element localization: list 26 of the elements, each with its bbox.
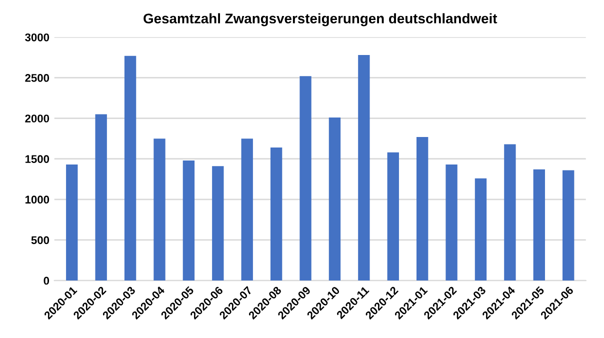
y-tick-label: 500 — [31, 236, 50, 244]
bar — [124, 56, 136, 281]
bar — [358, 55, 370, 281]
bar — [504, 144, 516, 281]
bar — [270, 148, 282, 281]
bar — [300, 76, 312, 281]
bar — [182, 160, 195, 281]
bar — [562, 170, 574, 281]
y-tick-label: 3000 — [25, 33, 50, 42]
bar — [416, 136, 428, 281]
bar — [212, 166, 224, 281]
y-tick-label: 2000 — [25, 114, 50, 122]
bar — [474, 178, 487, 281]
y-tick-label: 1500 — [25, 155, 50, 163]
bar — [328, 117, 341, 281]
bar — [66, 164, 78, 281]
y-tick-label: 2500 — [25, 74, 50, 82]
y-tick-label: 1000 — [25, 196, 50, 204]
bar — [533, 169, 545, 281]
bar — [446, 164, 458, 281]
bar — [154, 138, 166, 281]
bar — [95, 114, 107, 281]
bar — [387, 152, 399, 281]
y-tick-label: 0 — [44, 276, 50, 285]
chart-title: Gesamtzahl Zwangsversteigerungen deutschlandweit — [144, 13, 498, 26]
bar — [241, 138, 253, 281]
